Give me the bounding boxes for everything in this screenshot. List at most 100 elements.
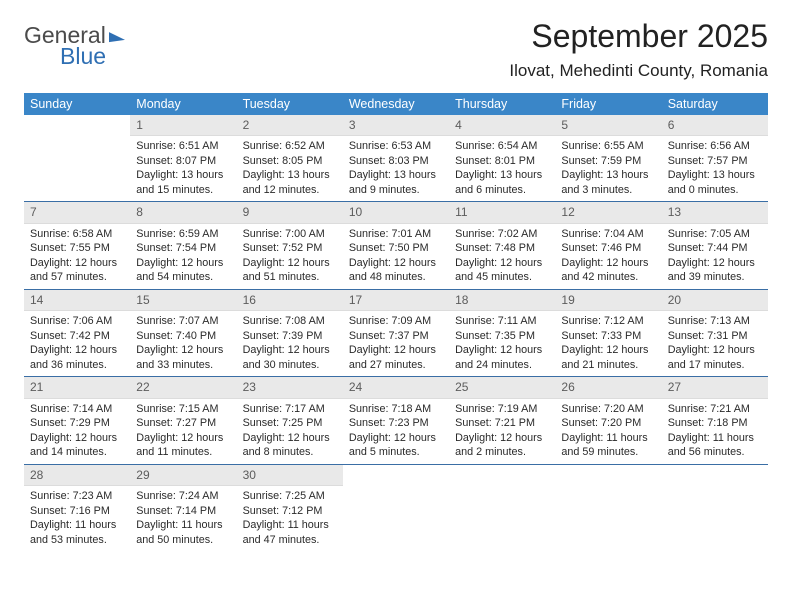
- calendar-cell: 9Sunrise: 7:00 AMSunset: 7:52 PMDaylight…: [237, 202, 343, 289]
- calendar-row: 1Sunrise: 6:51 AMSunset: 8:07 PMDaylight…: [24, 115, 768, 202]
- sunrise-line: Sunrise: 6:55 AM: [561, 139, 655, 154]
- sunrise-line: Sunrise: 7:04 AM: [561, 227, 655, 242]
- sunset-line: Sunset: 7:37 PM: [349, 329, 443, 344]
- day-body: Sunrise: 6:59 AMSunset: 7:54 PMDaylight:…: [130, 224, 236, 289]
- calendar-cell: 21Sunrise: 7:14 AMSunset: 7:29 PMDayligh…: [24, 377, 130, 464]
- day-number: 25: [449, 377, 555, 398]
- sail-icon: [109, 29, 125, 41]
- sunset-line: Sunset: 7:23 PM: [349, 416, 443, 431]
- sunset-line: Sunset: 7:50 PM: [349, 241, 443, 256]
- day-body: Sunrise: 7:08 AMSunset: 7:39 PMDaylight:…: [237, 311, 343, 376]
- sunset-line: Sunset: 7:29 PM: [30, 416, 124, 431]
- day-body: Sunrise: 7:13 AMSunset: 7:31 PMDaylight:…: [662, 311, 768, 376]
- sunrise-line: Sunrise: 7:14 AM: [30, 402, 124, 417]
- calendar-cell: 22Sunrise: 7:15 AMSunset: 7:27 PMDayligh…: [130, 377, 236, 464]
- day-body: Sunrise: 7:17 AMSunset: 7:25 PMDaylight:…: [237, 399, 343, 464]
- daylight-line: Daylight: 12 hours and 39 minutes.: [668, 256, 762, 285]
- daylight-line: Daylight: 11 hours and 59 minutes.: [561, 431, 655, 460]
- day-number: 13: [662, 202, 768, 223]
- daylight-line: Daylight: 12 hours and 21 minutes.: [561, 343, 655, 372]
- day-body: Sunrise: 7:24 AMSunset: 7:14 PMDaylight:…: [130, 486, 236, 551]
- day-number: 17: [343, 290, 449, 311]
- calendar-cell: 10Sunrise: 7:01 AMSunset: 7:50 PMDayligh…: [343, 202, 449, 289]
- sunset-line: Sunset: 7:25 PM: [243, 416, 337, 431]
- day-number: 9: [237, 202, 343, 223]
- daylight-line: Daylight: 11 hours and 53 minutes.: [30, 518, 124, 547]
- day-number: 4: [449, 115, 555, 136]
- day-number: 3: [343, 115, 449, 136]
- daylight-line: Daylight: 13 hours and 15 minutes.: [136, 168, 230, 197]
- calendar-cell: [555, 464, 661, 551]
- day-number: 21: [24, 377, 130, 398]
- calendar-cell: 1Sunrise: 6:51 AMSunset: 8:07 PMDaylight…: [130, 115, 236, 202]
- weekday-header: Friday: [555, 93, 661, 115]
- day-number: 19: [555, 290, 661, 311]
- calendar-cell: 6Sunrise: 6:56 AMSunset: 7:57 PMDaylight…: [662, 115, 768, 202]
- sunrise-line: Sunrise: 6:59 AM: [136, 227, 230, 242]
- sunset-line: Sunset: 7:31 PM: [668, 329, 762, 344]
- sunset-line: Sunset: 7:54 PM: [136, 241, 230, 256]
- day-body: Sunrise: 7:14 AMSunset: 7:29 PMDaylight:…: [24, 399, 130, 464]
- sunset-line: Sunset: 7:46 PM: [561, 241, 655, 256]
- sunset-line: Sunset: 7:14 PM: [136, 504, 230, 519]
- sunrise-line: Sunrise: 7:08 AM: [243, 314, 337, 329]
- calendar-cell: 23Sunrise: 7:17 AMSunset: 7:25 PMDayligh…: [237, 377, 343, 464]
- day-body: Sunrise: 7:05 AMSunset: 7:44 PMDaylight:…: [662, 224, 768, 289]
- day-number: 28: [24, 465, 130, 486]
- daylight-line: Daylight: 12 hours and 33 minutes.: [136, 343, 230, 372]
- calendar-row: 7Sunrise: 6:58 AMSunset: 7:55 PMDaylight…: [24, 202, 768, 289]
- sunrise-line: Sunrise: 7:05 AM: [668, 227, 762, 242]
- weekday-header-row: SundayMondayTuesdayWednesdayThursdayFrid…: [24, 93, 768, 115]
- calendar-cell: 3Sunrise: 6:53 AMSunset: 8:03 PMDaylight…: [343, 115, 449, 202]
- calendar-cell: 5Sunrise: 6:55 AMSunset: 7:59 PMDaylight…: [555, 115, 661, 202]
- calendar-cell: 24Sunrise: 7:18 AMSunset: 7:23 PMDayligh…: [343, 377, 449, 464]
- calendar-table: SundayMondayTuesdayWednesdayThursdayFrid…: [24, 93, 768, 551]
- calendar-cell: 15Sunrise: 7:07 AMSunset: 7:40 PMDayligh…: [130, 289, 236, 376]
- logo: General Blue: [24, 18, 125, 68]
- sunrise-line: Sunrise: 7:11 AM: [455, 314, 549, 329]
- daylight-line: Daylight: 11 hours and 56 minutes.: [668, 431, 762, 460]
- sunrise-line: Sunrise: 7:07 AM: [136, 314, 230, 329]
- day-body: Sunrise: 6:58 AMSunset: 7:55 PMDaylight:…: [24, 224, 130, 289]
- calendar-head: SundayMondayTuesdayWednesdayThursdayFrid…: [24, 93, 768, 115]
- sunrise-line: Sunrise: 7:06 AM: [30, 314, 124, 329]
- day-body: Sunrise: 7:12 AMSunset: 7:33 PMDaylight:…: [555, 311, 661, 376]
- calendar-cell: 19Sunrise: 7:12 AMSunset: 7:33 PMDayligh…: [555, 289, 661, 376]
- day-body: Sunrise: 7:00 AMSunset: 7:52 PMDaylight:…: [237, 224, 343, 289]
- day-number: 1: [130, 115, 236, 136]
- daylight-line: Daylight: 12 hours and 14 minutes.: [30, 431, 124, 460]
- day-number: 15: [130, 290, 236, 311]
- day-number: 11: [449, 202, 555, 223]
- daylight-line: Daylight: 12 hours and 11 minutes.: [136, 431, 230, 460]
- sunset-line: Sunset: 7:35 PM: [455, 329, 549, 344]
- day-body: Sunrise: 6:54 AMSunset: 8:01 PMDaylight:…: [449, 136, 555, 201]
- calendar-cell: [449, 464, 555, 551]
- calendar-cell: 27Sunrise: 7:21 AMSunset: 7:18 PMDayligh…: [662, 377, 768, 464]
- calendar-cell: 14Sunrise: 7:06 AMSunset: 7:42 PMDayligh…: [24, 289, 130, 376]
- daylight-line: Daylight: 12 hours and 17 minutes.: [668, 343, 762, 372]
- day-number: 16: [237, 290, 343, 311]
- day-body: Sunrise: 7:25 AMSunset: 7:12 PMDaylight:…: [237, 486, 343, 551]
- sunrise-line: Sunrise: 7:15 AM: [136, 402, 230, 417]
- day-number: 23: [237, 377, 343, 398]
- sunrise-line: Sunrise: 7:00 AM: [243, 227, 337, 242]
- day-number: 29: [130, 465, 236, 486]
- weekday-header: Wednesday: [343, 93, 449, 115]
- day-body: Sunrise: 6:53 AMSunset: 8:03 PMDaylight:…: [343, 136, 449, 201]
- sunrise-line: Sunrise: 7:09 AM: [349, 314, 443, 329]
- sunset-line: Sunset: 8:01 PM: [455, 154, 549, 169]
- calendar-cell: 7Sunrise: 6:58 AMSunset: 7:55 PMDaylight…: [24, 202, 130, 289]
- calendar-cell: 17Sunrise: 7:09 AMSunset: 7:37 PMDayligh…: [343, 289, 449, 376]
- sunset-line: Sunset: 7:18 PM: [668, 416, 762, 431]
- calendar-cell: 29Sunrise: 7:24 AMSunset: 7:14 PMDayligh…: [130, 464, 236, 551]
- daylight-line: Daylight: 12 hours and 24 minutes.: [455, 343, 549, 372]
- day-number: 27: [662, 377, 768, 398]
- day-number: 5: [555, 115, 661, 136]
- day-number: 22: [130, 377, 236, 398]
- day-body: Sunrise: 6:55 AMSunset: 7:59 PMDaylight:…: [555, 136, 661, 201]
- weekday-header: Sunday: [24, 93, 130, 115]
- day-body: Sunrise: 7:15 AMSunset: 7:27 PMDaylight:…: [130, 399, 236, 464]
- calendar-cell: 4Sunrise: 6:54 AMSunset: 8:01 PMDaylight…: [449, 115, 555, 202]
- day-body: Sunrise: 7:19 AMSunset: 7:21 PMDaylight:…: [449, 399, 555, 464]
- calendar-cell: 16Sunrise: 7:08 AMSunset: 7:39 PMDayligh…: [237, 289, 343, 376]
